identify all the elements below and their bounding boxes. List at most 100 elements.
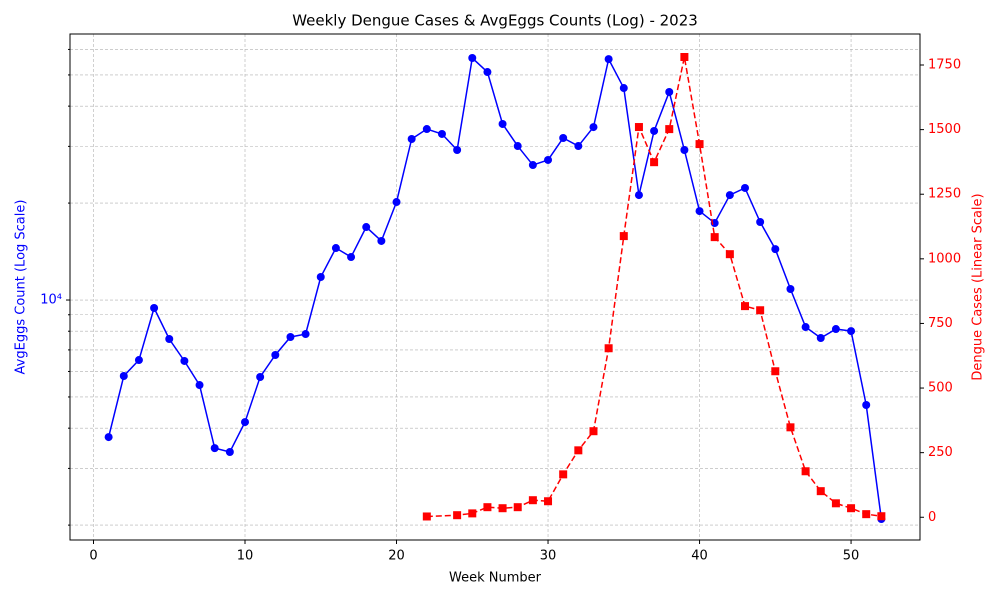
chart-title: Weekly Dengue Cases & AvgEggs Counts (Lo… — [292, 12, 698, 30]
x-tick-label: 30 — [540, 549, 557, 564]
y2-tick-label: 0 — [928, 510, 936, 525]
marker — [104, 433, 113, 442]
marker — [725, 191, 734, 200]
marker — [665, 125, 674, 134]
marker — [741, 302, 749, 311]
marker — [271, 351, 280, 360]
marker — [862, 400, 871, 409]
marker — [680, 53, 689, 61]
marker — [771, 245, 780, 254]
marker — [150, 304, 159, 313]
marker — [756, 217, 765, 226]
y2-tick-label: 250 — [928, 445, 953, 460]
marker — [619, 84, 628, 93]
marker — [422, 125, 431, 134]
marker — [165, 334, 174, 343]
marker — [786, 284, 795, 293]
marker — [286, 332, 295, 341]
marker — [392, 198, 401, 207]
y2-tick-label: 1000 — [928, 251, 961, 266]
marker — [256, 373, 265, 382]
marker — [559, 134, 568, 143]
marker — [377, 236, 386, 245]
x-tick-label: 0 — [89, 549, 97, 564]
marker — [786, 423, 795, 432]
marker — [680, 146, 689, 155]
data-line — [107, 56, 883, 520]
marker — [725, 250, 734, 259]
marker — [513, 142, 522, 151]
y2-tick-label: 1500 — [928, 122, 961, 137]
marker — [771, 367, 780, 376]
marker — [559, 470, 568, 479]
marker — [498, 504, 507, 513]
marker — [544, 155, 553, 164]
data-line — [426, 56, 882, 518]
marker — [589, 427, 598, 436]
marker — [574, 142, 583, 151]
marker — [331, 244, 340, 253]
marker — [604, 55, 613, 64]
marker — [589, 123, 598, 132]
x-tick-label: 20 — [388, 549, 405, 564]
marker — [195, 381, 204, 390]
marker — [528, 496, 537, 505]
y-axis-label: AvgEggs Count (Log Scale) — [14, 200, 29, 375]
marker — [741, 183, 749, 192]
marker — [498, 119, 507, 128]
marker — [695, 207, 704, 216]
marker — [816, 487, 825, 496]
x-tick-label: 10 — [237, 549, 254, 564]
marker — [468, 54, 477, 63]
marker — [225, 448, 234, 457]
marker — [347, 253, 356, 262]
marker — [862, 510, 871, 519]
x-axis-label: Week Number — [449, 571, 542, 586]
marker — [801, 323, 810, 332]
marker — [650, 158, 659, 167]
marker — [650, 126, 659, 135]
x-tick-label: 50 — [843, 549, 860, 564]
marker — [210, 444, 219, 453]
y2-tick-label: 500 — [928, 381, 953, 396]
marker — [544, 497, 553, 506]
marker — [453, 146, 462, 155]
marker — [468, 509, 477, 518]
marker — [301, 330, 310, 339]
y2-tick-label: 1250 — [928, 187, 961, 202]
y2-tick-label: 750 — [928, 316, 953, 331]
marker — [574, 446, 583, 455]
marker — [831, 499, 840, 508]
marker — [483, 503, 492, 512]
marker — [407, 135, 416, 144]
y-tick-label: 10⁴ — [40, 293, 62, 308]
marker — [634, 123, 643, 132]
marker — [316, 273, 325, 282]
y2-axis-label: Dengue Cases (Linear Scale) — [971, 193, 986, 380]
marker — [801, 467, 810, 476]
marker — [362, 223, 371, 232]
marker — [483, 68, 492, 77]
plot-frame — [69, 33, 921, 541]
marker — [619, 232, 628, 241]
marker — [604, 344, 613, 353]
marker — [634, 191, 643, 200]
marker — [665, 87, 674, 96]
marker — [180, 356, 189, 365]
marker — [241, 418, 249, 427]
marker — [847, 327, 856, 336]
marker — [513, 503, 522, 512]
marker — [831, 325, 840, 334]
marker — [437, 129, 446, 138]
marker — [453, 511, 462, 520]
marker — [710, 233, 719, 242]
marker — [422, 512, 431, 521]
x-tick-label: 40 — [691, 549, 708, 564]
y2-tick-label: 1750 — [928, 58, 961, 73]
marker — [847, 504, 856, 513]
marker — [877, 512, 886, 521]
marker — [756, 306, 765, 315]
marker — [816, 333, 825, 342]
marker — [695, 140, 704, 149]
marker — [528, 161, 537, 170]
